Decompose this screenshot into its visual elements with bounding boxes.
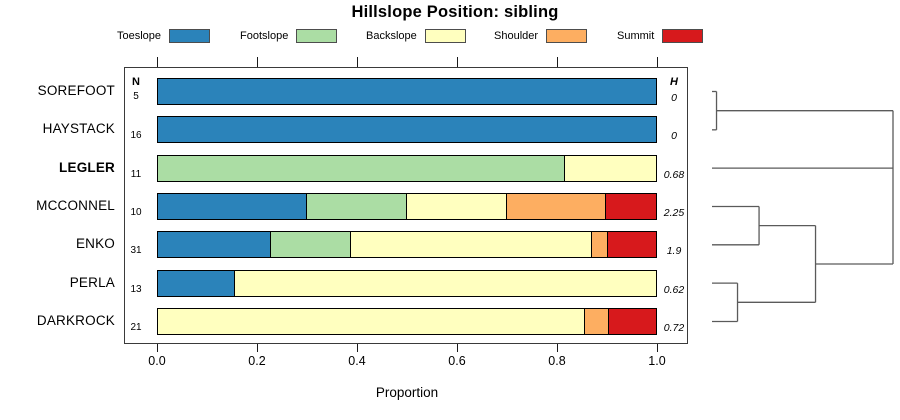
legend-swatch-shoulder <box>546 29 588 43</box>
row-label-perla: PERLA <box>69 274 115 290</box>
bar-segment-toeslope <box>158 117 656 143</box>
row-label-mcconnel: MCCONNEL <box>36 197 115 213</box>
legend-item-toeslope: Toeslope <box>117 28 211 44</box>
row-label-haystack: HAYSTACK <box>42 121 115 137</box>
x-tick-top <box>257 57 259 67</box>
h-value-perla: 0.62 <box>663 283 685 296</box>
bar-segment-summit <box>606 193 656 219</box>
legend-item-backslope: Backslope <box>366 28 466 44</box>
bar-segment-footslope <box>307 193 407 219</box>
legend-swatch-toeslope <box>169 29 211 43</box>
x-tick-bottom <box>557 344 559 352</box>
legend-label: Backslope <box>366 30 417 42</box>
bar-segment-shoulder <box>584 308 609 334</box>
legend-label: Shoulder <box>494 30 539 42</box>
bar-segment-footslope <box>270 232 351 258</box>
x-tick-label: 1.0 <box>648 354 666 368</box>
legend-label: Footslope <box>240 30 289 42</box>
n-value-enko: 31 <box>130 245 142 257</box>
x-tick-top <box>657 57 659 67</box>
row-label-sorefoot: SOREFOOT <box>37 83 115 98</box>
plot-frame <box>124 67 688 344</box>
n-value-sorefoot: 5 <box>133 91 139 102</box>
stacked-bar-perla <box>157 269 657 297</box>
x-tick-bottom <box>657 344 659 352</box>
x-tick-label: 0.6 <box>448 354 466 368</box>
chart-title: Hillslope Position: sibling <box>351 3 559 21</box>
bar-segment-summit <box>608 308 656 334</box>
bar-segment-backslope <box>406 193 507 219</box>
bar-segment-footslope <box>158 155 566 181</box>
stacked-bar-mcconnel <box>157 192 657 220</box>
stacked-bar-darkrock <box>157 307 657 335</box>
n-value-haystack: 16 <box>130 130 142 142</box>
legend-item-footslope: Footslope <box>240 28 338 44</box>
stacked-bar-legler <box>157 154 657 182</box>
x-tick-label: 0.2 <box>248 354 266 368</box>
x-tick-label: 0.8 <box>548 354 566 368</box>
bar-segment-backslope <box>350 232 592 258</box>
legend-swatch-footslope <box>296 29 338 43</box>
n-column-header: N <box>132 76 140 88</box>
h-value-darkrock: 0.72 <box>663 321 685 334</box>
x-tick-label: 0.0 <box>148 354 166 368</box>
bar-segment-backslope <box>565 155 656 181</box>
n-value-legler: 11 <box>130 168 142 180</box>
bar-segment-shoulder <box>591 232 608 258</box>
legend-swatch-backslope <box>424 29 466 43</box>
bar-segment-shoulder <box>506 193 607 219</box>
x-tick-top <box>557 57 559 67</box>
stacked-bar-sorefoot <box>157 78 657 105</box>
legend-label: Toeslope <box>117 30 162 42</box>
row-label-darkrock: DARKROCK <box>36 312 115 328</box>
stacked-bar-haystack <box>157 116 657 144</box>
h-value-legler: 0.68 <box>663 168 685 181</box>
h-value-haystack: 0 <box>671 130 677 143</box>
bar-segment-backslope <box>234 270 656 296</box>
x-tick-bottom <box>157 344 159 352</box>
x-axis-label: Proportion <box>375 385 439 400</box>
x-tick-top <box>357 57 359 67</box>
h-value-mcconnel: 2.25 <box>663 206 685 219</box>
row-label-enko: ENKO <box>75 236 115 252</box>
x-tick-top <box>457 57 459 67</box>
x-tick-label: 0.4 <box>348 354 366 368</box>
legend-swatch-summit <box>662 29 704 43</box>
bar-segment-toeslope <box>158 193 308 219</box>
n-value-perla: 13 <box>130 283 142 295</box>
legend-item-summit: Summit <box>617 28 704 44</box>
stacked-bar-enko <box>157 231 657 259</box>
h-value-sorefoot: 0 <box>671 92 677 104</box>
legend-label: Summit <box>617 30 655 42</box>
x-tick-top <box>157 57 159 67</box>
bar-segment-toeslope <box>158 232 271 258</box>
n-value-mcconnel: 10 <box>130 206 142 218</box>
bar-segment-summit <box>607 232 656 258</box>
bar-segment-toeslope <box>158 270 235 296</box>
legend-item-shoulder: Shoulder <box>494 28 588 44</box>
bar-segment-toeslope <box>158 79 656 104</box>
h-column-header: H <box>670 76 678 88</box>
x-tick-bottom <box>457 344 459 352</box>
n-value-darkrock: 21 <box>130 321 142 333</box>
x-tick-bottom <box>257 344 259 352</box>
h-value-enko: 1.9 <box>666 245 682 258</box>
bar-segment-backslope <box>158 308 585 334</box>
row-label-legler: LEGLER <box>59 159 115 175</box>
x-tick-bottom <box>357 344 359 352</box>
